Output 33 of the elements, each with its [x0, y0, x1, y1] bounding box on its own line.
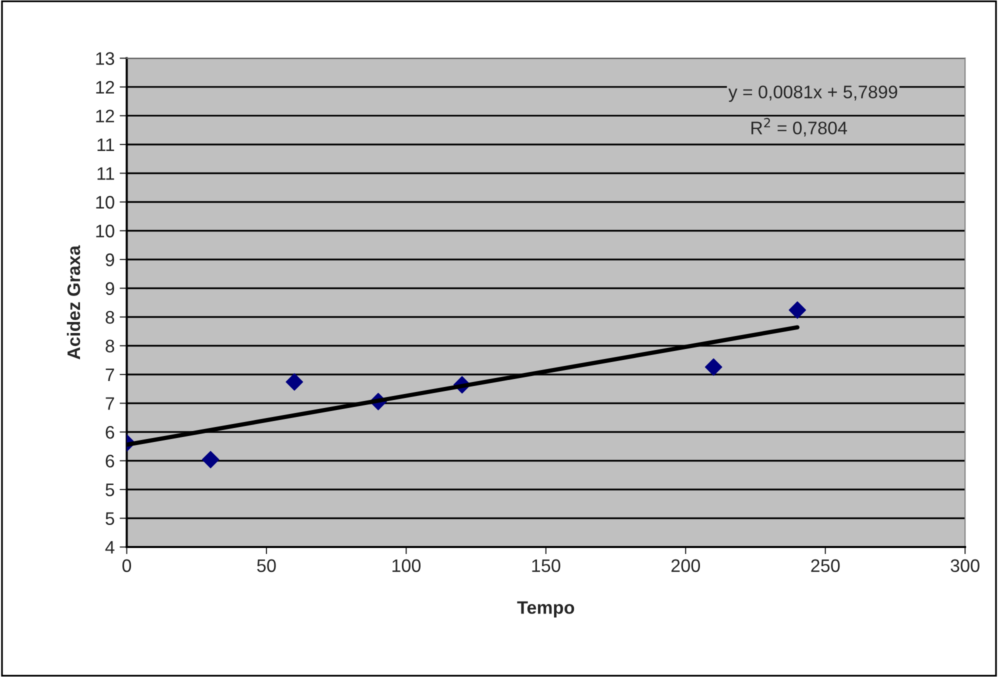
x-tick-label: 100 [392, 559, 421, 572]
y-tick-label: 12 [96, 80, 114, 94]
y-tick-label: 11 [98, 138, 114, 152]
y-tick-label: 5 [106, 484, 114, 496]
y-tick-label: 13 [96, 52, 114, 65]
x-tick-label: 300 [950, 559, 980, 572]
y-tick-label: 7 [106, 397, 114, 410]
y-axis-title: Acidez Graxa [66, 245, 80, 360]
y-tick-label: 4 [105, 541, 114, 554]
x-tick-label: 150 [532, 559, 560, 572]
x-tick-label: 200 [671, 559, 700, 572]
point [202, 450, 220, 468]
y-tick-label: 9 [106, 282, 114, 295]
point [286, 373, 304, 391]
x-tick-label: 50 [257, 559, 276, 572]
point [704, 358, 722, 376]
y-tick-label: 8 [106, 310, 114, 324]
y-tick-label: 6 [106, 426, 114, 439]
y-tick-label: 8 [106, 340, 114, 352]
point [788, 301, 806, 319]
x-tick-label: 0 [122, 559, 132, 572]
y-tick-label: 10 [96, 224, 114, 238]
y-tick-label: 12 [96, 110, 114, 122]
y-tick-label: 10 [96, 196, 114, 209]
y-tick-label: 11 [98, 167, 114, 180]
annotation: R$^{2}$ = 0,7804 [752, 118, 848, 137]
annotation: y = 0,0081x + 5,7899 [728, 86, 898, 102]
y-tick-label: 9 [106, 253, 114, 266]
y-tick-label: 6 [106, 454, 114, 468]
y-tick-label: 5 [106, 512, 114, 525]
x-axis-title: Tempo [517, 601, 574, 618]
x-tick-label: 250 [811, 559, 840, 572]
y-tick-label: 7 [106, 368, 114, 382]
